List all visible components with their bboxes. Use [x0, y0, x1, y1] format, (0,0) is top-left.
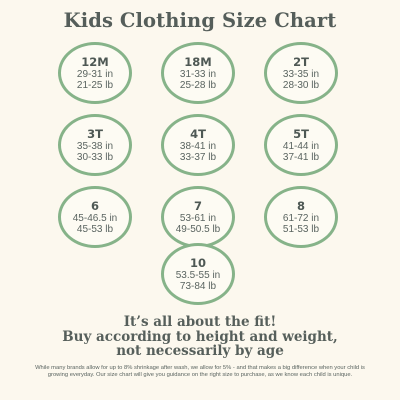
size-label: 10 — [189, 255, 206, 270]
size-weight: 21-25 lb — [76, 79, 114, 91]
shrinkage-footnote: While many brands allow for up to 8% shr… — [35, 365, 365, 379]
size-circle-12m: 12M 29-31 in 21-25 lb — [58, 42, 132, 104]
size-height: 31-33 in — [179, 68, 217, 80]
size-label: 6 — [90, 198, 99, 213]
size-circle-18m: 18M 31-33 in 25-28 lb — [161, 42, 235, 104]
size-height: 29-31 in — [76, 68, 114, 80]
fit-heading: It’s all about the fit! Buy according to… — [0, 315, 400, 359]
page-title: Kids Clothing Size Chart — [63, 9, 337, 32]
size-height: 53.5-55 in — [175, 269, 221, 281]
fit-heading-line-2: Buy according to height and weight, — [62, 328, 338, 345]
size-label: 18M — [184, 54, 212, 69]
fit-heading-line-1: It’s all about the fit! — [123, 314, 277, 330]
size-label: 8 — [296, 198, 305, 213]
size-label: 4T — [190, 126, 206, 141]
size-circle-3t: 3T 35-38 in 30-33 lb — [58, 114, 132, 176]
size-circle-10: 10 53.5-55 in 73-84 lb — [161, 243, 235, 305]
size-circle-4t: 4T 38-41 in 33-37 lb — [161, 114, 235, 176]
size-weight: 25-28 lb — [179, 79, 217, 91]
size-circle-6: 6 45-46.5 in 45-53 lb — [58, 186, 132, 248]
size-height: 41-44 in — [282, 140, 320, 152]
size-height: 61-72 in — [282, 212, 320, 224]
size-label: 12M — [81, 54, 109, 69]
size-circle-5t: 5T 41-44 in 37-41 lb — [264, 114, 338, 176]
size-label: 2T — [293, 54, 309, 69]
size-height: 35-38 in — [76, 140, 114, 152]
size-weight: 30-33 lb — [76, 151, 114, 163]
size-height: 33-35 in — [282, 68, 320, 80]
size-weight: 33-37 lb — [179, 151, 217, 163]
size-label: 3T — [87, 126, 103, 141]
size-chart-grid: 12M 29-31 in 21-25 lb 18M 31-33 in 25-28… — [0, 42, 400, 305]
size-height: 38-41 in — [179, 140, 217, 152]
size-weight: 73-84 lb — [179, 280, 217, 292]
size-weight: 45-53 lb — [76, 223, 114, 235]
size-label: 5T — [293, 126, 309, 141]
size-height: 45-46.5 in — [72, 212, 118, 224]
size-label: 7 — [193, 198, 202, 213]
size-circle-7: 7 53-61 in 49-50.5 lb — [161, 186, 235, 248]
size-weight: 49-50.5 lb — [175, 223, 221, 235]
size-circle-8: 8 61-72 in 51-53 lb — [264, 186, 338, 248]
size-weight: 37-41 lb — [282, 151, 320, 163]
fit-heading-line-3: not necessarily by age — [116, 343, 284, 359]
size-circle-2t: 2T 33-35 in 28-30 lb — [264, 42, 338, 104]
size-weight: 51-53 lb — [282, 223, 320, 235]
size-weight: 28-30 lb — [282, 79, 320, 91]
size-height: 53-61 in — [179, 212, 217, 224]
